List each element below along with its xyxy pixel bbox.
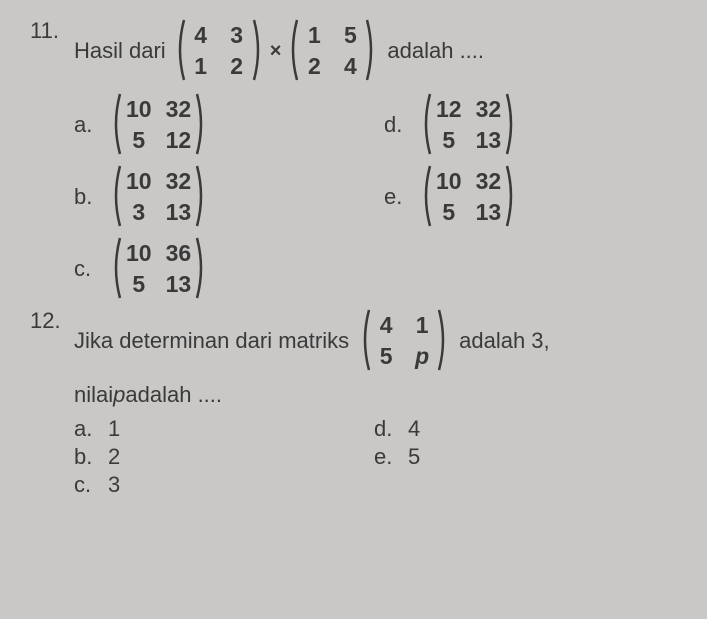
- text-prefix: Jika determinan dari matriks: [74, 328, 349, 354]
- matrix-cell: 32: [476, 96, 502, 123]
- matrix-cell: 10: [436, 168, 462, 195]
- matrix-cell: 3: [226, 22, 248, 49]
- question-line-2: nilai p adalah ....: [74, 382, 687, 408]
- q11-options: a. 10 32 5 12 d. 12: [74, 92, 687, 302]
- option-e: e. 5: [374, 444, 420, 470]
- option-label: c.: [74, 472, 108, 498]
- left-paren: [287, 18, 299, 82]
- matrix-cell: 12: [436, 96, 462, 123]
- matrix-cell: 5: [339, 22, 361, 49]
- matrix: 4 1 5 p: [359, 308, 449, 374]
- matrix-cell: 1: [411, 312, 433, 339]
- matrix-cell: 12: [166, 127, 192, 154]
- option-matrix: 10 32 3 13: [110, 164, 207, 230]
- matrix-cell: 4: [190, 22, 212, 49]
- question-line: Hasil dari 4 3 1 2 ×: [74, 18, 687, 84]
- option-label: e.: [384, 184, 418, 210]
- option-label: b.: [74, 444, 108, 470]
- option-row: b. 10 32 3 13 e. 10: [74, 164, 687, 230]
- question-body: Hasil dari 4 3 1 2 ×: [74, 18, 687, 84]
- option-matrix: 10 36 5 13: [110, 236, 207, 302]
- matrix-cell: 1: [303, 22, 325, 49]
- right-paren: [252, 18, 264, 82]
- option-value: 1: [108, 416, 120, 442]
- matrix-cell: 36: [166, 240, 192, 267]
- matrix-cell: 32: [166, 168, 192, 195]
- exam-page: 11. Hasil dari 4 3 1 2: [0, 0, 707, 510]
- left-paren: [174, 18, 186, 82]
- matrix-cell: 32: [166, 96, 192, 123]
- matrix-cell: 13: [166, 199, 192, 226]
- option-b: b. 2: [74, 444, 374, 470]
- matrix-cell: 10: [126, 240, 152, 267]
- option-label: a.: [74, 112, 108, 138]
- text: adalah ....: [125, 382, 222, 408]
- option-matrix: 10 32 5 12: [110, 92, 207, 158]
- option-row: c. 3: [74, 472, 687, 498]
- matrix-cell: 5: [375, 343, 397, 370]
- matrix-cell: 10: [126, 96, 152, 123]
- matrix-cell: 10: [126, 168, 152, 195]
- question-number: 12.: [30, 308, 74, 334]
- option-label: d.: [384, 112, 418, 138]
- option-row: a. 1 d. 4: [74, 416, 687, 442]
- option-label: d.: [374, 416, 408, 442]
- text-suffix: adalah 3,: [459, 328, 550, 354]
- variable-p: p: [113, 382, 125, 408]
- matrix-cell: 1: [190, 53, 212, 80]
- option-matrix: 12 32 5 13: [420, 92, 517, 158]
- option-c: c. 3: [74, 472, 374, 498]
- matrix-cell: 13: [476, 127, 502, 154]
- matrix-cell: 5: [436, 199, 462, 226]
- option-row: a. 10 32 5 12 d. 12: [74, 92, 687, 158]
- matrix-b: 1 5 2 4: [287, 18, 377, 84]
- option-a: a. 1: [74, 416, 374, 442]
- q12-options: a. 1 d. 4 b. 2 e. 5 c. 3: [74, 416, 687, 498]
- text-suffix: adalah ....: [387, 38, 484, 64]
- option-e: e. 10 32 5 13: [384, 164, 519, 230]
- option-matrix: 10 32 5 13: [420, 164, 517, 230]
- option-value: 3: [108, 472, 120, 498]
- option-row: b. 2 e. 5: [74, 444, 687, 470]
- matrix-cell: 4: [375, 312, 397, 339]
- matrix-cell: 32: [476, 168, 502, 195]
- matrix-cell: 13: [476, 199, 502, 226]
- option-row: c. 10 36 5 13: [74, 236, 687, 302]
- option-value: 5: [408, 444, 420, 470]
- option-c: c. 10 36 5 13: [74, 236, 384, 302]
- question-body: Jika determinan dari matriks 4 1 5 p ada…: [74, 308, 687, 408]
- option-label: c.: [74, 256, 108, 282]
- option-value: 2: [108, 444, 120, 470]
- text: nilai: [74, 382, 113, 408]
- matrix-cell: 2: [226, 53, 248, 80]
- text-prefix: Hasil dari: [74, 38, 166, 64]
- option-a: a. 10 32 5 12: [74, 92, 384, 158]
- matrix-cell: 3: [126, 199, 152, 226]
- right-paren: [365, 18, 377, 82]
- option-d: d. 12 32 5 13: [384, 92, 519, 158]
- matrix-cell: 4: [339, 53, 361, 80]
- option-d: d. 4: [374, 416, 420, 442]
- matrix-cell: p: [411, 343, 433, 370]
- option-label: b.: [74, 184, 108, 210]
- option-value: 4: [408, 416, 420, 442]
- matrix-cell: 5: [126, 271, 152, 298]
- option-label: e.: [374, 444, 408, 470]
- matrix-cell: 5: [126, 127, 152, 154]
- question-line: Jika determinan dari matriks 4 1 5 p ada…: [74, 308, 687, 374]
- question-number: 11.: [30, 18, 74, 44]
- matrix-a: 4 3 1 2: [174, 18, 264, 84]
- question-12: 12. Jika determinan dari matriks 4 1 5 p…: [30, 308, 687, 408]
- multiply-sign: ×: [270, 40, 282, 63]
- option-b: b. 10 32 3 13: [74, 164, 384, 230]
- matrix-cell: 2: [303, 53, 325, 80]
- option-label: a.: [74, 416, 108, 442]
- matrix-cell: 5: [436, 127, 462, 154]
- question-11: 11. Hasil dari 4 3 1 2: [30, 18, 687, 84]
- matrix-cell: 13: [166, 271, 192, 298]
